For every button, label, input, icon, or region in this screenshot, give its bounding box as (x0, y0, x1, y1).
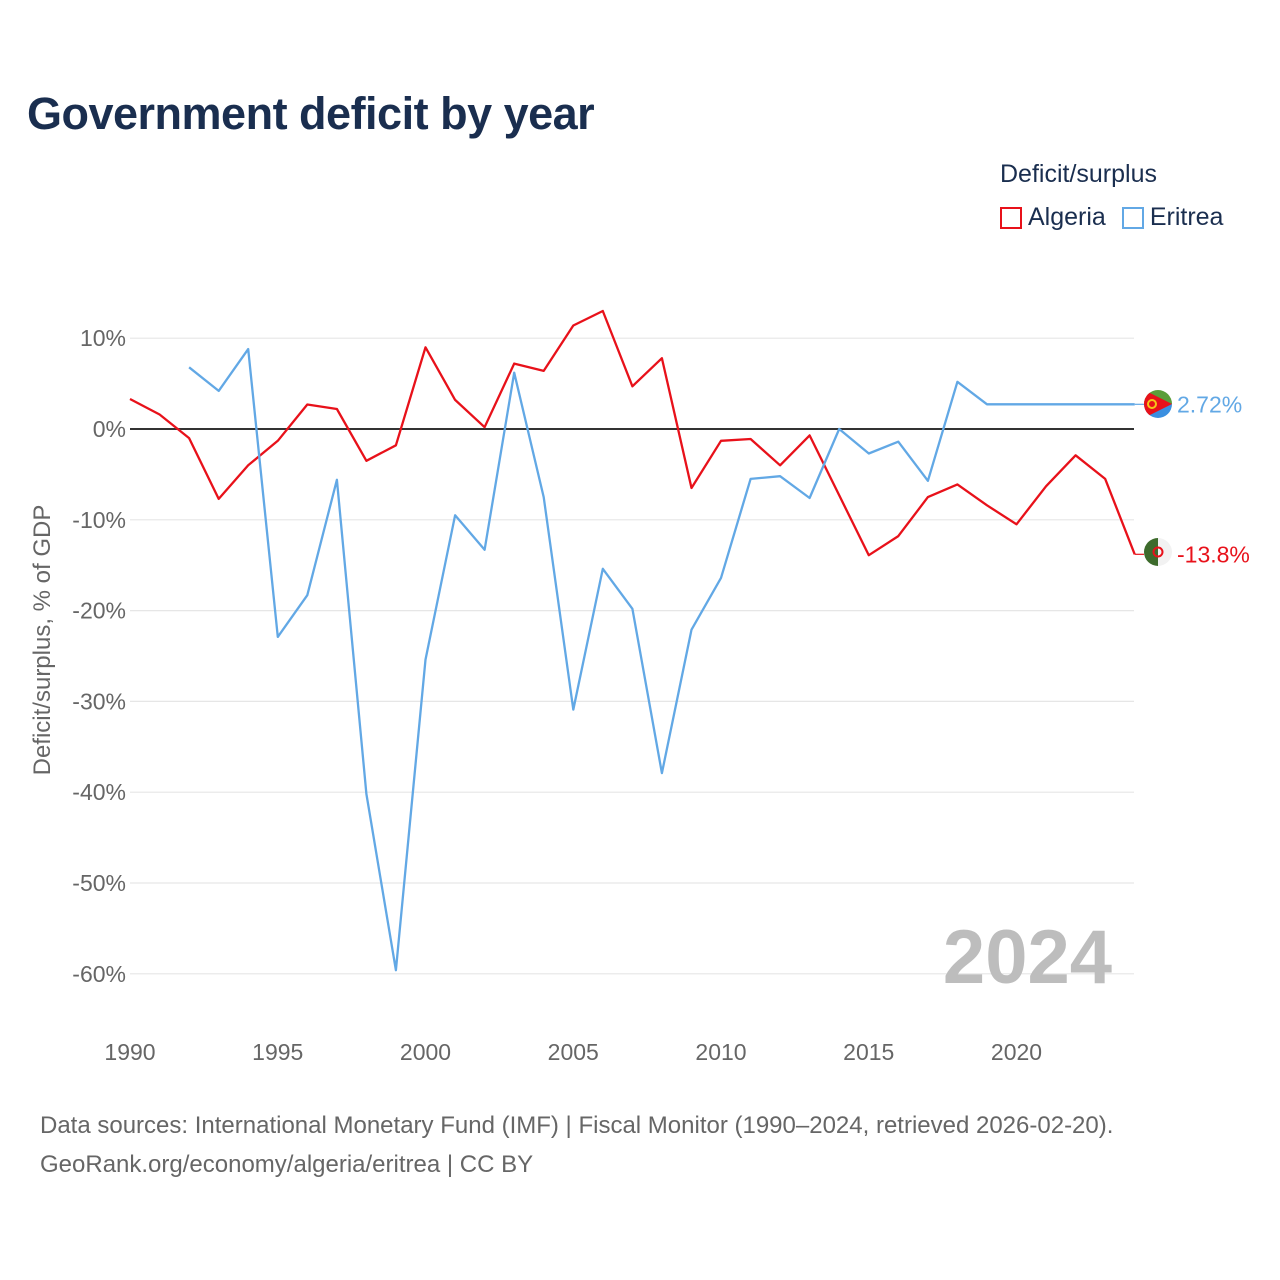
y-axis-ticks: 10% 0% -10% -20% -30% -40% -50% -60% (72, 325, 126, 987)
gridlines (130, 337, 1134, 975)
end-label-algeria: -13.8% (1177, 541, 1250, 567)
x-tick-label: 2000 (400, 1039, 451, 1065)
x-tick-label: 2020 (991, 1039, 1042, 1065)
x-tick-label: 2015 (843, 1039, 894, 1065)
sources-line-1: Data sources: International Monetary Fun… (40, 1112, 1114, 1139)
y-axis-label: Deficit/surplus, % of GDP (29, 505, 56, 776)
legend-label-eritrea: Eritrea (1149, 203, 1224, 231)
series-line-algeria[interactable] (129, 309, 1136, 557)
legend-item-eritrea[interactable]: Eritrea (1121, 203, 1224, 232)
x-tick-label: 2005 (548, 1039, 599, 1065)
end-label-eritrea: 2.72% (1177, 391, 1242, 417)
x-tick-label: 1995 (252, 1039, 303, 1065)
legend-item-algeria[interactable]: Algeria (1000, 203, 1106, 232)
y-tick-label: -20% (72, 598, 126, 624)
y-tick-label: 0% (93, 416, 126, 442)
sources-line-2: GeoRank.org/economy/algeria/eritrea | CC… (40, 1151, 534, 1178)
x-axis-ticks: 1990 1995 2000 2005 2010 2015 2020 (104, 1039, 1042, 1065)
sources: Data sources: International Monetary Fun… (40, 1106, 1113, 1184)
series-line-eritrea[interactable] (188, 347, 1135, 972)
legend-label-algeria: Algeria (1028, 203, 1106, 231)
y-tick-label: -50% (72, 870, 126, 896)
algeria-flag-icon (1144, 538, 1172, 566)
legend-swatch-algeria (1000, 206, 1022, 229)
legend-swatch-eritrea (1121, 206, 1144, 229)
year-watermark: 2024 (943, 915, 1112, 1000)
end-labels: -13.8% 2.72% (1177, 391, 1250, 567)
series-lines (129, 309, 1144, 972)
y-tick-label: -60% (72, 961, 126, 987)
legend: Algeria Eritrea (1000, 203, 1223, 232)
x-tick-label: 1990 (104, 1039, 155, 1065)
y-tick-label: -40% (72, 779, 126, 805)
y-tick-label: -10% (72, 507, 126, 533)
chart-title: Government deficit by year (27, 88, 595, 139)
y-tick-label: 10% (80, 325, 126, 351)
eritrea-flag-icon (1144, 390, 1172, 418)
y-tick-label: -30% (72, 688, 126, 714)
legend-title: Deficit/surplus (1000, 160, 1157, 188)
x-tick-label: 2010 (695, 1039, 746, 1065)
